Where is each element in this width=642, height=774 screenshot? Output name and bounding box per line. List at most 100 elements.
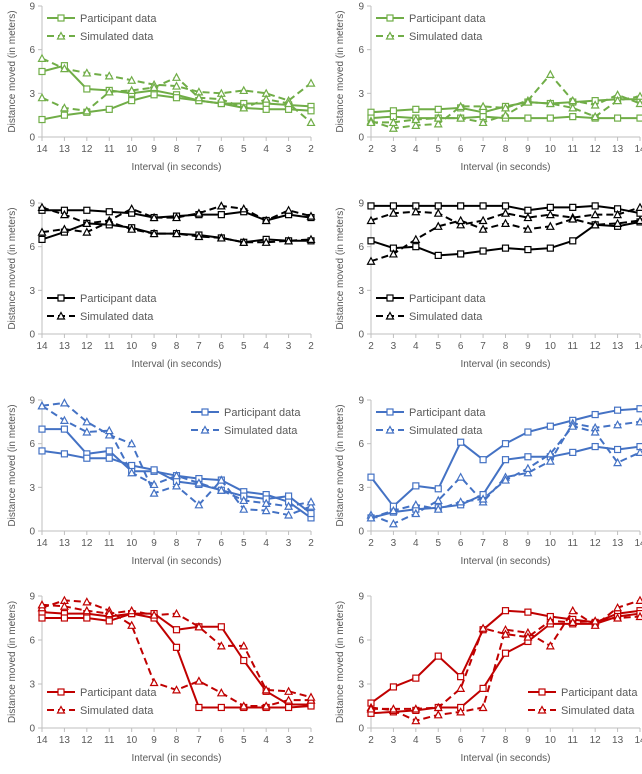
series-simulated-4 [366,421,642,522]
x-tick-label: 4 [413,538,419,549]
data-point [613,95,623,105]
legend-marker [56,31,66,40]
x-tick-label: 14 [634,538,642,549]
x-axis-title: Interval (in seconds) [131,556,221,567]
data-point [171,228,182,238]
data-point [478,117,488,127]
data-point [546,203,554,211]
chart-panel-7: 0 3 6 9 14 13 12 11 10 9 8 7 6 5 4 3 2 Interval (in secon… [7,592,316,764]
x-tick-label: 2 [368,735,374,746]
x-tick-label: 3 [286,735,292,746]
data-point [456,707,466,716]
x-tick-label: 10 [126,144,138,155]
data-point [105,454,113,462]
y-tick-label: 0 [358,330,364,341]
data-point [262,105,270,113]
data-point [128,97,136,105]
data-point [284,695,294,704]
data-point [150,466,158,474]
data-point [411,234,421,243]
data-point [239,495,249,505]
data-point [171,608,182,618]
x-tick-label: 11 [568,735,579,746]
x-tick-label: 12 [81,144,93,155]
data-point [149,677,159,687]
data-point [239,701,249,710]
data-point [569,448,577,456]
data-point [82,106,92,115]
data-point [523,632,533,641]
data-point [306,211,316,220]
legend-marker [385,425,395,434]
data-point [171,212,182,222]
data-point [38,115,46,124]
x-tick-label: 8 [503,538,509,549]
data-point [434,652,442,660]
chart-panel-5: 0 3 6 9 14 13 12 11 10 9 8 7 6 5 4 3 2 Interval (in secon… [7,396,316,567]
chart-panel-6: 0 3 6 9 2 3 4 5 6 7 8 9 10 11 12 13 14 Interval (in secon… [335,396,642,567]
data-point [239,204,249,213]
x-tick-label: 9 [151,341,157,352]
data-point [172,94,181,102]
data-point [104,217,114,226]
x-tick-label: 10 [545,341,557,352]
y-tick-label: 9 [358,396,364,407]
data-point [433,208,443,217]
data-point [37,227,47,236]
x-tick-label: 4 [413,144,419,155]
data-point [501,607,510,615]
x-tick-label: 6 [458,144,464,155]
x-tick-label: 6 [219,735,225,746]
data-point [307,107,315,115]
data-point [194,231,204,241]
data-point [478,623,488,632]
x-tick-label: 2 [368,538,374,549]
data-point [569,113,577,121]
data-point [434,485,442,493]
data-point [411,500,421,509]
data-point [433,710,443,719]
data-point [59,601,69,610]
x-tick-label: 13 [59,735,71,746]
data-point [366,215,376,225]
data-point [523,468,533,477]
y-tick-label: 3 [29,89,35,100]
legend-marker [56,311,66,320]
x-tick-label: 9 [525,144,531,155]
data-point [524,608,532,616]
legend: Participant data Simulated data [376,407,486,437]
data-point [411,114,421,124]
data-point [284,492,293,500]
legend-label: Participant data [561,687,638,699]
data-point [284,501,294,510]
data-point [38,235,46,243]
x-tick-label: 11 [104,735,115,746]
x-tick-label: 14 [36,538,48,549]
data-point [306,692,316,701]
data-point [434,202,442,210]
data-point [546,244,554,252]
x-tick-label: 7 [480,735,486,746]
data-point [478,224,488,233]
data-point [590,209,600,219]
data-point [105,447,113,455]
data-point [457,250,465,258]
data-point [194,478,204,487]
y-tick-label: 6 [29,636,35,647]
series-line [41,404,312,508]
data-point [479,456,487,464]
legend: Participant data Simulated data [528,687,638,717]
data-point [613,457,623,467]
data-point [216,94,226,103]
legend-marker [537,705,547,714]
series-line [370,599,641,722]
x-tick-label: 4 [263,735,269,746]
y-tick-label: 3 [358,286,364,297]
data-point [613,602,623,612]
x-tick-label: 3 [286,538,292,549]
data-point [284,236,294,245]
x-axis-title: Interval (in seconds) [460,162,550,173]
data-point [636,209,642,217]
x-tick-label: 2 [368,144,374,155]
x-axis-title: Interval (in seconds) [460,753,550,764]
